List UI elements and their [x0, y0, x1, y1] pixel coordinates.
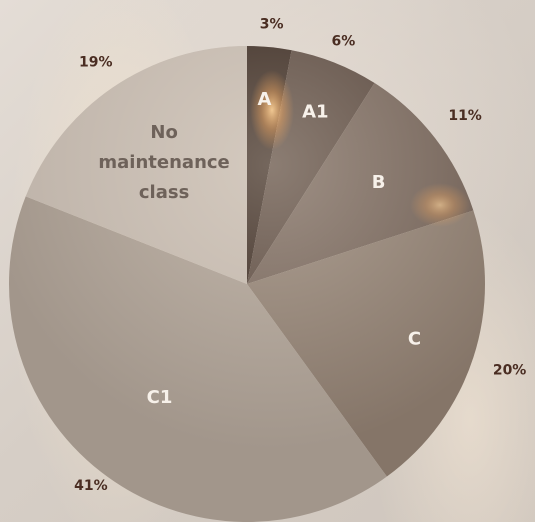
percent-label-no-maintenance-class: 19% — [79, 55, 113, 71]
slice-label-a1: A1 — [302, 101, 328, 122]
percent-label-b: 11% — [448, 108, 482, 124]
pie-slices — [8, 46, 486, 522]
percent-label-c1: 41% — [74, 478, 108, 494]
slice-label-c1: C1 — [147, 387, 173, 408]
slice-label-b: B — [372, 172, 386, 193]
percent-label-a1: 6% — [332, 34, 356, 50]
slice-label-c: C — [408, 328, 421, 349]
percent-label-c: 20% — [493, 362, 527, 378]
percent-label-a: 3% — [260, 16, 284, 32]
pie-labels: A 3% A1 6% B 11% C 20% C1 41% No maintenance class 19… — [74, 16, 526, 494]
slice-label-no-maintenance-class: No maintenance class — [98, 122, 229, 203]
slice-label-a: A — [258, 89, 272, 110]
